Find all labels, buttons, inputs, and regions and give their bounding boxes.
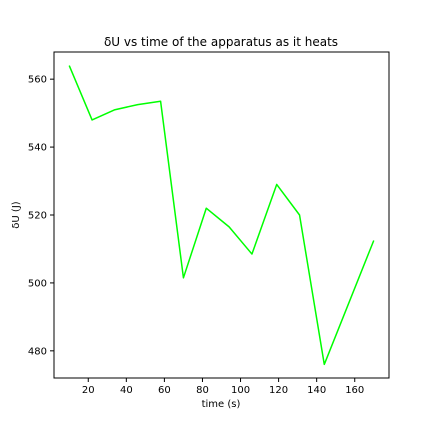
y-axis-label: δU (J) (11, 201, 22, 228)
y-tick-label: 520 (28, 211, 47, 222)
x-axis: 20 40 60 80 100 120 140 160 (82, 378, 364, 396)
x-tick-label: 40 (120, 385, 133, 396)
series-layer (68, 65, 375, 366)
x-tick-label: 60 (158, 385, 171, 396)
y-tick-label: 500 (28, 278, 47, 289)
x-tick-label: 140 (307, 385, 326, 396)
series-line (68, 65, 375, 366)
y-tick-label: 560 (28, 75, 47, 86)
x-tick-label: 80 (196, 385, 209, 396)
y-tick-label: 480 (28, 346, 47, 357)
x-tick-label: 100 (231, 385, 250, 396)
x-tick-label: 160 (345, 385, 364, 396)
y-axis: 480 500 520 540 560 (28, 75, 54, 357)
x-tick-label: 20 (82, 385, 95, 396)
x-axis-label: time (s) (202, 399, 241, 410)
x-tick-label: 120 (269, 385, 288, 396)
y-tick-label: 540 (28, 143, 47, 154)
chart-title: δU vs time of the apparatus as it heats (104, 35, 338, 49)
